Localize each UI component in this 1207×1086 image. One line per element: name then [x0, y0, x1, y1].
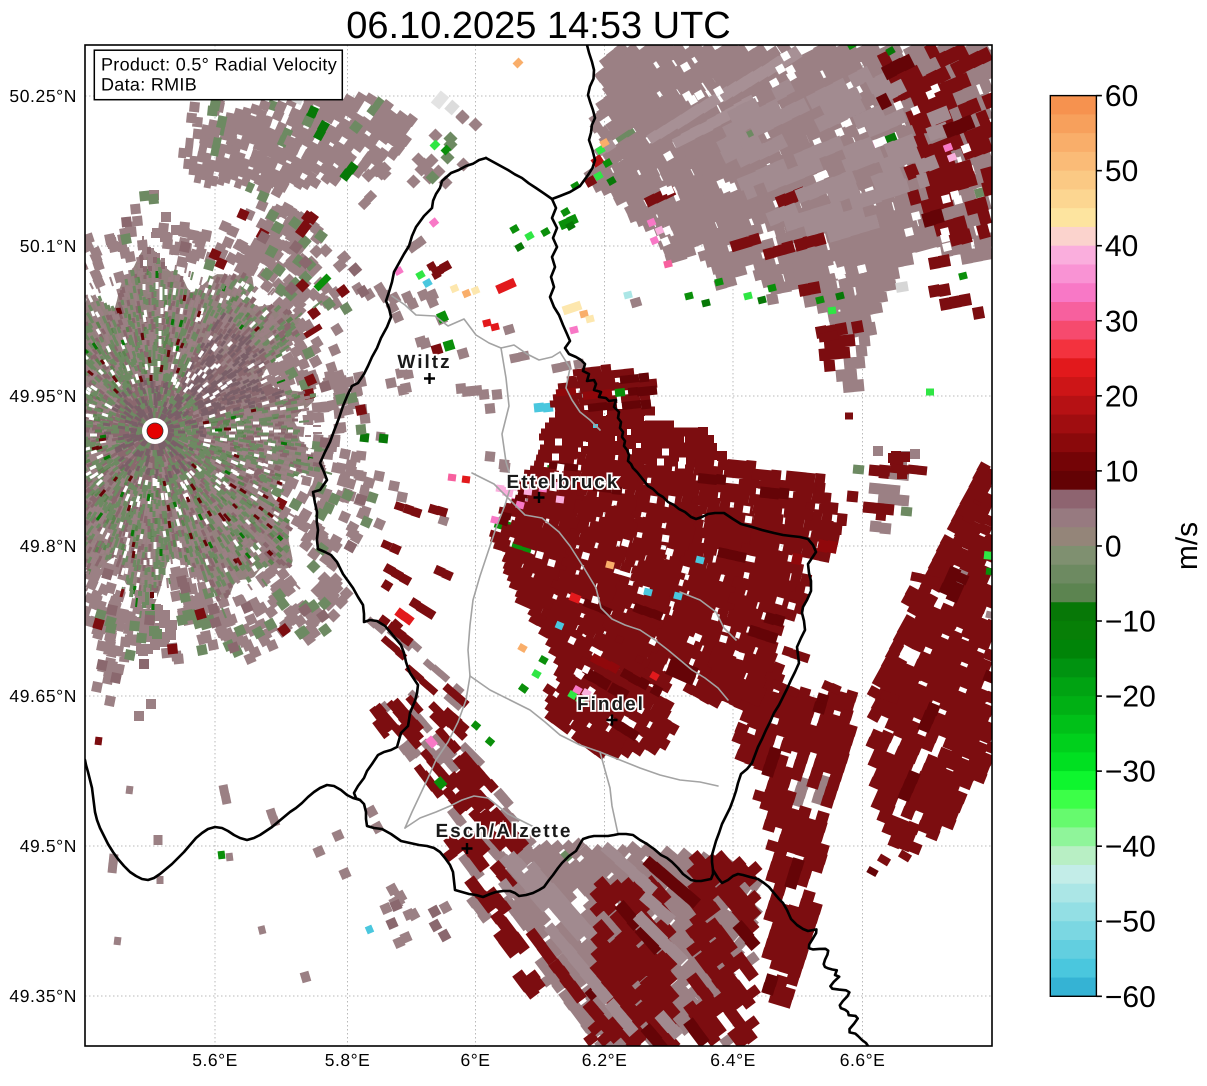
svg-text:49.8°N: 49.8°N	[20, 536, 77, 556]
svg-text:Wiltz: Wiltz	[397, 352, 451, 373]
svg-text:30: 30	[1105, 305, 1138, 338]
svg-text:Product: 0.5° Radial Velocity: Product: 0.5° Radial Velocity	[101, 55, 337, 75]
svg-text:Esch/Alzette: Esch/Alzette	[436, 821, 573, 842]
svg-text:−20: −20	[1105, 681, 1156, 714]
svg-text:5.6°E: 5.6°E	[192, 1050, 238, 1070]
svg-text:06.10.2025 14:53 UTC: 06.10.2025 14:53 UTC	[346, 5, 731, 47]
svg-text:−40: −40	[1105, 831, 1156, 864]
svg-text:6.4°E: 6.4°E	[710, 1050, 756, 1070]
svg-text:−10: −10	[1105, 606, 1156, 639]
svg-text:m/s: m/s	[1171, 522, 1204, 570]
svg-text:50: 50	[1105, 155, 1138, 188]
svg-text:49.35°N: 49.35°N	[9, 986, 77, 1006]
svg-text:20: 20	[1105, 380, 1138, 413]
svg-text:6.6°E: 6.6°E	[840, 1050, 886, 1070]
svg-text:−50: −50	[1105, 906, 1156, 939]
svg-text:6.2°E: 6.2°E	[582, 1050, 628, 1070]
svg-text:−60: −60	[1105, 981, 1156, 1014]
svg-text:−30: −30	[1105, 756, 1156, 789]
svg-text:Findel: Findel	[577, 694, 645, 715]
svg-text:0: 0	[1105, 530, 1122, 563]
svg-text:10: 10	[1105, 455, 1138, 488]
svg-text:49.95°N: 49.95°N	[9, 386, 77, 406]
svg-text:5.8°E: 5.8°E	[325, 1050, 371, 1070]
svg-text:40: 40	[1105, 230, 1138, 263]
svg-text:49.5°N: 49.5°N	[20, 836, 77, 856]
svg-text:49.65°N: 49.65°N	[9, 686, 77, 706]
svg-text:60: 60	[1105, 80, 1138, 113]
svg-text:50.1°N: 50.1°N	[20, 236, 77, 256]
svg-text:50.25°N: 50.25°N	[9, 86, 77, 106]
svg-text:6°E: 6°E	[461, 1050, 491, 1070]
svg-text:Ettelbruck: Ettelbruck	[507, 472, 620, 493]
svg-text:Data: RMIB: Data: RMIB	[101, 75, 197, 95]
